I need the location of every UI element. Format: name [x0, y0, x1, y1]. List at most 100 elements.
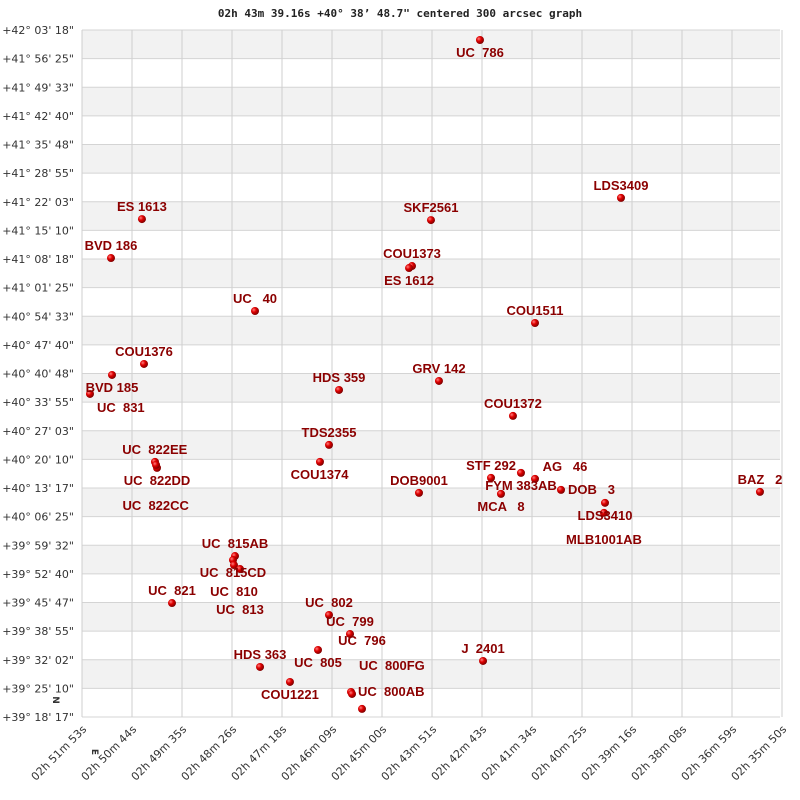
star-point: [325, 440, 334, 449]
star-point: [487, 473, 496, 482]
y-tick-label: +41° 56' 25": [2, 53, 74, 66]
star-label: UC 805: [294, 655, 342, 670]
y-axis-ticks: +42° 03' 18" +41° 56' 25" +41° 49' 33" +41°…: [2, 24, 74, 724]
y-tick-label: +40° 33' 55": [2, 396, 74, 409]
star-point: [496, 489, 505, 498]
star-label: BAZ 2: [738, 472, 783, 487]
star-point: [405, 264, 414, 273]
grid-band: [82, 287, 780, 317]
grid-band: [82, 459, 780, 488]
star-label: ES 1612: [384, 273, 434, 288]
y-tick-label: +39° 59' 32": [2, 539, 74, 552]
grid-band: [82, 573, 780, 603]
star-label: LDS3409: [594, 178, 649, 193]
star-label: UC 799: [326, 614, 374, 629]
y-tick-label: +41° 15' 10": [2, 224, 74, 237]
star-label: COU1511: [506, 303, 563, 318]
chart-title: 02h 43m 39.16s +40° 38’ 48.7" centered 3…: [218, 7, 582, 20]
star-point: [229, 561, 238, 570]
grid-band: [82, 430, 780, 460]
star-label: UC 40: [233, 291, 277, 306]
y-tick-label: +39° 52' 40": [2, 568, 74, 581]
star-label: MLB1001AB: [566, 532, 642, 547]
grid-band: [82, 545, 780, 574]
grid-band: [82, 30, 780, 59]
star-point: [314, 645, 323, 654]
y-tick-label: +39° 45' 47": [2, 597, 74, 610]
y-tick-label: +40° 40' 48": [2, 368, 74, 381]
star-point: [426, 216, 435, 225]
grid-band: [82, 373, 780, 403]
star-point: [345, 629, 354, 638]
star-label: UC 815AB: [202, 536, 268, 551]
star-label: UC 802: [305, 595, 353, 610]
star-label: UC 796: [338, 633, 386, 648]
grid-band: [82, 173, 780, 202]
y-tick-label: +41° 28' 55": [2, 167, 74, 180]
y-tick-label: +41° 22' 03": [2, 196, 74, 209]
star-point: [599, 508, 608, 517]
y-tick-label: +42° 03' 18": [2, 24, 74, 37]
star-point: [108, 370, 117, 379]
star-label: LDS3410: [578, 508, 633, 523]
star-label: J 2401: [461, 641, 504, 656]
grid-band: [82, 115, 780, 145]
y-tick-label: +41° 49' 33": [2, 81, 74, 94]
star-label: HDS 363: [234, 647, 287, 662]
y-tick-label: +40° 06' 25": [2, 511, 74, 524]
star-point: [256, 662, 265, 671]
grid-band: [82, 87, 780, 116]
grid-band: [82, 402, 780, 431]
star-point: [348, 689, 357, 698]
star-point: [508, 411, 517, 420]
y-tick-label: +40° 27' 03": [2, 425, 74, 438]
y-tick-label: +41° 01' 25": [2, 282, 74, 295]
star-label: COU1374: [291, 467, 350, 482]
star-point: [755, 487, 764, 496]
star-label: UC 813: [216, 602, 264, 617]
star-point: [600, 498, 609, 507]
star-point: [358, 704, 366, 713]
grid-lines: [81, 29, 783, 718]
star-label: UC 822CC: [122, 498, 189, 513]
star-point: [106, 254, 115, 263]
grid-band: [82, 344, 780, 374]
star-point: [516, 468, 525, 477]
star-label: UC 831: [97, 400, 145, 415]
y-tick-label: +39° 38' 55": [2, 625, 74, 638]
star-label: UC 810: [210, 584, 258, 599]
star-label: SKF2561: [404, 200, 459, 215]
star-point: [530, 474, 539, 483]
grid-band: [82, 516, 780, 546]
star-label: TDS2355: [302, 425, 357, 440]
star-label: COU1372: [484, 396, 542, 411]
east-marker: E: [89, 749, 99, 755]
star-label: UC 800AB: [358, 684, 424, 699]
star-point: [325, 611, 334, 620]
grid-band: [82, 58, 780, 88]
star-point: [85, 389, 94, 398]
star-label: UC 821: [148, 583, 196, 598]
star-label: UC 786: [456, 45, 504, 60]
y-tick-label: +39° 25' 10": [2, 682, 74, 695]
star-point: [414, 488, 423, 497]
grid-band: [82, 230, 780, 259]
star-point: [557, 485, 566, 494]
y-tick-label: +39° 18' 17": [2, 711, 74, 724]
star-label: AG 46: [543, 459, 588, 474]
y-tick-label: +40° 20' 10": [2, 453, 74, 466]
star-label: UC 815CD: [200, 565, 266, 580]
star-label: DOB 3: [568, 482, 615, 497]
y-tick-label: +39° 32' 02": [2, 654, 74, 667]
star-label: COU1373: [383, 246, 441, 261]
star-point: [479, 656, 488, 665]
y-tick-label: +40° 13' 17": [2, 482, 74, 495]
grid-band: [82, 688, 780, 717]
star-label: STF 292: [466, 458, 516, 473]
star-label: UC 822DD: [124, 473, 190, 488]
y-tick-label: +40° 47' 40": [2, 339, 74, 352]
grid-band: [82, 631, 780, 660]
y-tick-label: +41° 08' 18": [2, 253, 74, 266]
